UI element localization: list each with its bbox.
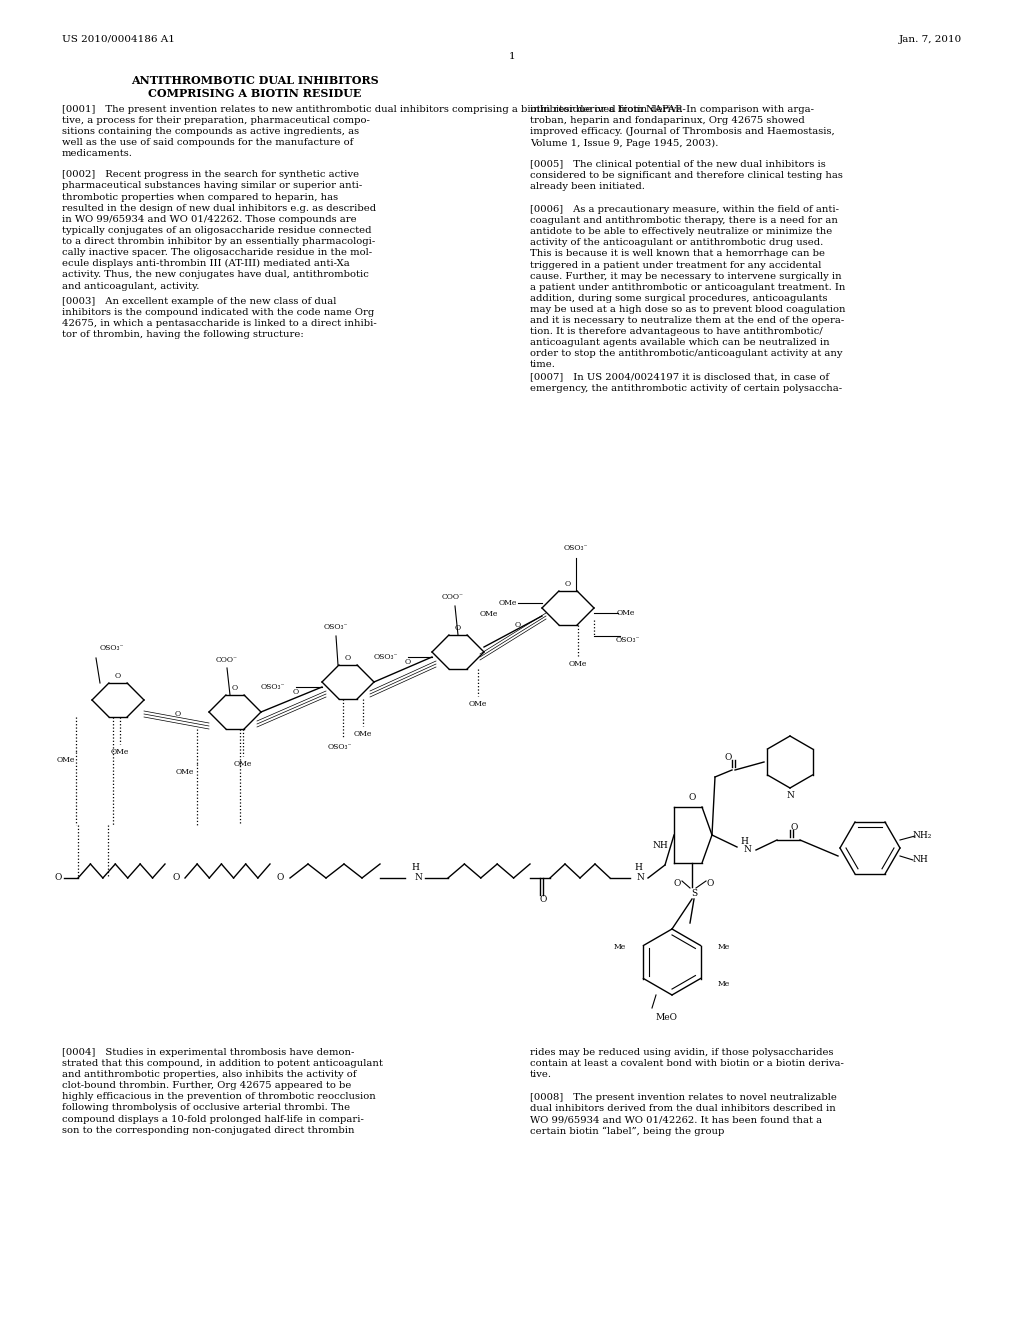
Text: O: O — [276, 874, 284, 883]
Text: O: O — [515, 620, 521, 630]
Text: OSO₃⁻: OSO₃⁻ — [100, 644, 125, 652]
Text: COO⁻: COO⁻ — [442, 593, 464, 601]
Text: O: O — [404, 657, 411, 667]
Text: H: H — [411, 863, 419, 873]
Text: O: O — [345, 653, 351, 663]
Text: [0008] The present invention relates to novel neutralizable
dual inhibitors deri: [0008] The present invention relates to … — [530, 1093, 837, 1135]
Text: Me: Me — [613, 942, 626, 950]
Text: Me: Me — [718, 979, 730, 987]
Text: OMe: OMe — [480, 610, 499, 618]
Text: OMe: OMe — [499, 599, 517, 607]
Text: O: O — [54, 874, 61, 883]
Text: [0003] An excellent example of the new class of dual
inhibitors is the compound : [0003] An excellent example of the new c… — [62, 297, 377, 339]
Text: O: O — [565, 579, 571, 587]
Text: OMe: OMe — [568, 660, 587, 668]
Text: MeO: MeO — [656, 1012, 678, 1022]
Text: [0004] Studies in experimental thrombosis have demon-
strated that this compound: [0004] Studies in experimental thrombosi… — [62, 1048, 383, 1135]
Text: [0005] The clinical potential of the new dual inhibitors is
considered to be sig: [0005] The clinical potential of the new… — [530, 160, 843, 191]
Text: [0001] The present invention relates to new antithrombotic dual inhibitors compr: [0001] The present invention relates to … — [62, 106, 686, 158]
Text: O: O — [293, 688, 299, 696]
Text: S: S — [691, 888, 697, 898]
Text: OMe: OMe — [616, 609, 635, 616]
Text: OSO₃⁻: OSO₃⁻ — [324, 623, 348, 631]
Text: inhibitor derived from NAPAP. In comparison with arga-
troban, heparin and fonda: inhibitor derived from NAPAP. In compari… — [530, 106, 835, 148]
Text: OSO₃⁻: OSO₃⁻ — [615, 636, 640, 644]
Text: H: H — [634, 863, 642, 873]
Text: OSO₃⁻: OSO₃⁻ — [261, 682, 286, 690]
Text: NH: NH — [652, 841, 668, 850]
Text: OMe: OMe — [56, 756, 75, 764]
Text: O: O — [115, 672, 121, 680]
Text: O: O — [172, 874, 179, 883]
Text: N: N — [636, 874, 644, 883]
Text: O: O — [724, 754, 732, 763]
Text: O: O — [791, 824, 798, 833]
Text: OSO₃⁻: OSO₃⁻ — [374, 653, 398, 661]
Text: H: H — [740, 837, 748, 846]
Text: O: O — [175, 710, 181, 718]
Text: Jan. 7, 2010: Jan. 7, 2010 — [899, 36, 962, 44]
Text: [0006] As a precautionary measure, within the field of anti-
coagulant and antit: [0006] As a precautionary measure, withi… — [530, 205, 846, 370]
Text: COO⁻: COO⁻ — [216, 656, 238, 664]
Text: O: O — [688, 792, 695, 801]
Text: O: O — [540, 895, 547, 904]
Text: N: N — [414, 874, 422, 883]
Text: ANTITHROMBOTIC DUAL INHIBITORS
COMPRISING A BIOTIN RESIDUE: ANTITHROMBOTIC DUAL INHIBITORS COMPRISIN… — [131, 75, 379, 99]
Text: rides may be reduced using avidin, if those polysaccharides
contain at least a c: rides may be reduced using avidin, if th… — [530, 1048, 844, 1080]
Text: NH₂: NH₂ — [912, 832, 932, 841]
Text: O: O — [707, 879, 714, 887]
Text: OMe: OMe — [176, 768, 195, 776]
Text: OMe: OMe — [469, 700, 487, 708]
Text: US 2010/0004186 A1: US 2010/0004186 A1 — [62, 36, 175, 44]
Text: O: O — [232, 684, 238, 692]
Text: N: N — [743, 846, 751, 854]
Text: OMe: OMe — [233, 760, 252, 768]
Text: OMe: OMe — [111, 748, 129, 756]
Text: Me: Me — [718, 942, 730, 950]
Text: O: O — [455, 624, 461, 632]
Text: OMe: OMe — [354, 730, 372, 738]
Text: 1: 1 — [509, 51, 515, 61]
Text: OSO₃⁻: OSO₃⁻ — [328, 743, 352, 751]
Text: O: O — [674, 879, 681, 887]
Text: OSO₃⁻: OSO₃⁻ — [564, 544, 588, 552]
Text: [0007] In US 2004/0024197 it is disclosed that, in case of
emergency, the antith: [0007] In US 2004/0024197 it is disclose… — [530, 372, 842, 393]
Text: NH: NH — [912, 855, 928, 865]
Text: N: N — [786, 791, 794, 800]
Text: [0002] Recent progress in the search for synthetic active
pharmaceutical substan: [0002] Recent progress in the search for… — [62, 170, 376, 290]
